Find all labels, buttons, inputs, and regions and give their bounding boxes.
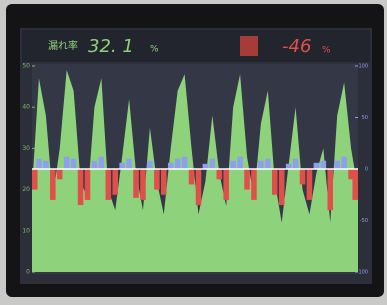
y-tick-label: 30	[22, 145, 30, 152]
flow-bar	[286, 164, 292, 169]
y-tick-label: 10	[22, 227, 30, 234]
flow-bar	[71, 159, 77, 169]
flow-bar	[182, 157, 188, 169]
flow-bar	[258, 161, 264, 169]
flow-bar	[237, 157, 243, 169]
device-photo: 漏れ率 32. 1 % -46 % 0 10 20 30 40 50 -100 -50 0 50 1…	[0, 0, 387, 301]
flow-bar	[300, 169, 306, 184]
flow-bar	[78, 169, 84, 205]
flow-bar	[133, 169, 139, 198]
flow-bar	[223, 169, 229, 200]
flow-bar	[175, 159, 181, 169]
y-tick-label: 20	[22, 186, 30, 193]
flow-bar	[126, 159, 132, 169]
flow-bar	[327, 169, 333, 210]
y2-tick-label: 50	[362, 115, 368, 121]
leak-unit: %	[150, 45, 159, 55]
flow-bar	[154, 169, 160, 190]
flow-bar	[352, 169, 358, 200]
flow-bar	[57, 169, 63, 179]
flow-bar	[119, 163, 125, 169]
flow-bar	[230, 161, 236, 169]
y2-tick-label: -100	[357, 270, 368, 276]
flow-bar	[43, 161, 49, 169]
flow-bar	[210, 159, 216, 169]
y-tick-label: 50	[22, 63, 30, 70]
flow-bar	[272, 169, 278, 195]
flow-bar	[50, 169, 56, 200]
flow-bar	[32, 169, 38, 190]
flow-bar	[85, 169, 91, 200]
y2-tick-label: 0	[365, 167, 368, 173]
y2-tick-label: 100	[358, 64, 368, 70]
right-unit: %	[322, 46, 331, 56]
flow-bar	[251, 169, 257, 200]
flow-bar	[293, 159, 299, 169]
y-tick-label: 40	[22, 104, 30, 111]
flow-bar	[321, 161, 327, 169]
leak-label: 漏れ率	[48, 39, 78, 52]
flow-bar	[112, 169, 118, 195]
flow-bar	[92, 161, 98, 169]
leak-value: 32. 1	[88, 36, 134, 57]
flow-bar	[244, 169, 250, 190]
red-icon	[240, 36, 258, 56]
flow-bar	[279, 169, 285, 205]
flow-bar	[217, 169, 223, 179]
flow-bar	[161, 169, 167, 195]
flow-bar	[140, 169, 146, 200]
flow-bar	[341, 157, 347, 169]
flow-bar	[307, 169, 313, 200]
flow-bar	[196, 169, 202, 205]
right-value: -46	[282, 36, 311, 57]
y-tick-label: 0	[26, 269, 30, 276]
flow-bar	[147, 161, 153, 169]
flow-bar	[99, 157, 105, 169]
flow-bar	[106, 169, 112, 200]
flow-bar	[64, 157, 70, 169]
flow-bar	[189, 169, 195, 184]
flow-bar	[203, 164, 209, 169]
flow-bar	[168, 163, 174, 169]
flow-bar	[36, 159, 42, 169]
flow-bar	[334, 161, 340, 169]
flow-bar	[314, 163, 320, 169]
flow-bar	[265, 159, 271, 169]
y2-tick-label: -50	[360, 218, 368, 224]
